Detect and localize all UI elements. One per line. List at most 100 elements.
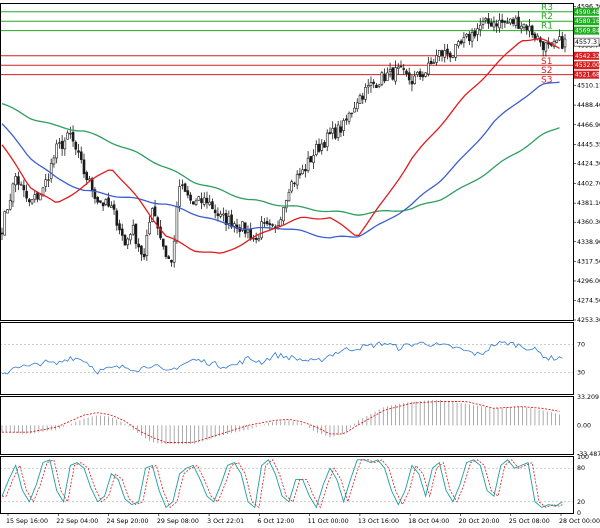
candle-body xyxy=(107,197,110,207)
candle-body xyxy=(388,69,392,73)
candle-body xyxy=(519,25,523,30)
candle-body xyxy=(189,194,192,201)
candle-body xyxy=(347,112,351,122)
level-tag-value: 4521.68 xyxy=(575,72,600,79)
candle-body xyxy=(257,238,261,241)
candle-body xyxy=(265,221,269,225)
candle-body xyxy=(211,201,214,210)
candle-body xyxy=(544,42,548,52)
candle-body xyxy=(416,71,419,75)
time-tick-label: 22 Sep 04:00 xyxy=(56,518,98,525)
candle-body xyxy=(336,124,340,138)
macd-tick-label: 33.209 xyxy=(577,394,599,401)
candle-body xyxy=(514,17,518,26)
time-tick-label: 15 Sep 16:00 xyxy=(6,518,48,525)
candle-body xyxy=(399,65,403,68)
stoch-tick-label: 20 xyxy=(577,499,585,506)
candle-body xyxy=(306,157,310,171)
price-tick-label: 4338.90 xyxy=(577,239,600,246)
candle-body xyxy=(142,253,146,258)
price-tick-label: 4274.50 xyxy=(577,298,600,305)
candle-body xyxy=(525,25,529,31)
last-price-value: 4557.3 xyxy=(575,39,597,46)
candle-body xyxy=(495,23,498,27)
price-tick-label: 4445.35 xyxy=(577,141,600,148)
candle-body xyxy=(115,210,119,226)
candle-body xyxy=(63,140,67,150)
macd-signal-line xyxy=(2,401,560,443)
candle-body xyxy=(517,16,520,29)
candle-body xyxy=(137,243,140,248)
candle-body xyxy=(339,126,343,133)
candle-body xyxy=(405,70,408,75)
time-tick-label: 13 Oct 16:00 xyxy=(358,518,399,525)
price-tick-label: 4488.40 xyxy=(577,102,600,109)
candle-body xyxy=(230,214,233,228)
candle-body xyxy=(249,228,253,240)
candle-body xyxy=(8,200,12,210)
candle-body xyxy=(364,87,367,100)
price-tick-label: 4381.10 xyxy=(577,200,600,207)
candle-body xyxy=(6,209,9,214)
candle-body xyxy=(301,169,304,175)
price-tick-label: 4317.50 xyxy=(577,258,600,265)
level-tag-r3 xyxy=(574,7,599,16)
candle-body xyxy=(96,196,99,203)
price-tick-label: 4253.30 xyxy=(577,317,600,324)
candle-body xyxy=(314,143,318,156)
candle-body xyxy=(345,118,348,121)
candle-body xyxy=(380,72,384,85)
candle-body xyxy=(227,216,231,224)
rsi-line xyxy=(1,341,563,375)
candle-body xyxy=(126,238,130,246)
candle-body xyxy=(446,48,449,55)
candle-body xyxy=(454,44,457,58)
candle-body xyxy=(263,222,266,224)
candle-body xyxy=(156,217,160,229)
level-label-s1: S1 xyxy=(541,57,552,67)
candle-body xyxy=(429,60,433,64)
candle-body xyxy=(85,172,89,181)
candle-body xyxy=(197,196,201,201)
ma-slow-line xyxy=(1,102,560,216)
candle-body xyxy=(167,256,171,259)
candle-body xyxy=(432,62,436,64)
panel-frame-price xyxy=(0,3,574,321)
candle-body xyxy=(459,40,463,44)
candle-body xyxy=(17,176,20,185)
candle-body xyxy=(71,132,75,142)
candle-body xyxy=(69,132,72,135)
candle-body xyxy=(233,223,236,227)
candle-body xyxy=(120,228,124,236)
candle-body xyxy=(440,50,444,56)
candle-body xyxy=(175,206,179,242)
candle-body xyxy=(260,221,263,239)
candle-body xyxy=(202,197,206,205)
candle-body xyxy=(413,75,416,84)
candle-body xyxy=(468,33,471,42)
candle-body xyxy=(481,21,485,25)
candle-body xyxy=(99,200,102,203)
candle-body xyxy=(118,223,121,231)
candle-body xyxy=(74,141,78,150)
candle-body xyxy=(194,200,198,205)
candle-body xyxy=(151,208,154,222)
panel-frame-macd xyxy=(0,396,574,455)
macd-tick-label: -33.487 xyxy=(577,451,600,458)
candle-body xyxy=(560,36,564,49)
level-label-r2: R2 xyxy=(541,12,553,22)
candle-body xyxy=(487,18,490,24)
candle-body xyxy=(304,169,307,172)
candle-body xyxy=(101,202,105,207)
candle-body xyxy=(112,204,116,210)
candle-body xyxy=(375,84,378,88)
level-tag-r1 xyxy=(574,26,599,35)
candle-body xyxy=(183,183,187,192)
candle-body xyxy=(328,132,332,135)
panel-frame-rsi xyxy=(0,322,574,395)
candle-body xyxy=(52,157,56,165)
macd-tick-label: 0.00 xyxy=(577,422,591,429)
candle-body xyxy=(511,19,515,24)
level-label-r1: R1 xyxy=(541,22,553,32)
